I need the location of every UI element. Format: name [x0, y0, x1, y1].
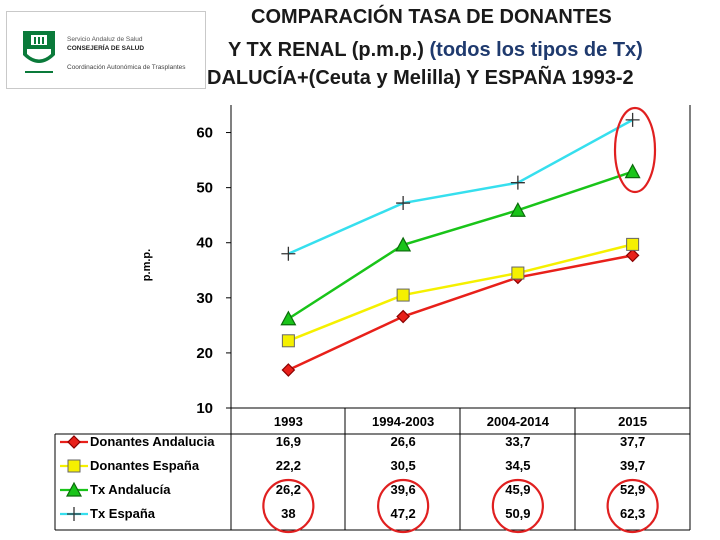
- y-tick-label: 40: [196, 235, 213, 252]
- data-point: [510, 175, 525, 190]
- data-point: [625, 112, 640, 127]
- table-value: 34,5: [505, 458, 530, 473]
- data-point: [626, 237, 640, 251]
- y-tick-label: 20: [196, 345, 213, 362]
- title-line-2: Y TX RENAL (p.m.p.) (todos los tipos de …: [228, 39, 643, 62]
- table-value: 39,7: [620, 458, 645, 473]
- highlight-circle: [262, 478, 315, 534]
- logo-line-servicio: Servicio Andaluz de Salud: [67, 36, 143, 43]
- data-point: [624, 163, 641, 179]
- data-point: [511, 266, 525, 280]
- legend-marker: [67, 459, 81, 473]
- category-label: 1994-2003: [372, 414, 434, 429]
- table-value: 22,2: [276, 458, 301, 473]
- series-line: [287, 118, 634, 255]
- y-tick-label: 50: [196, 180, 213, 197]
- junta-andalucia-logo-icon: [17, 21, 61, 79]
- table-value: 38: [281, 506, 295, 521]
- data-point: [625, 248, 640, 263]
- data-point: [396, 309, 410, 324]
- legend-label: Donantes Andalucia: [90, 434, 215, 449]
- data-point: [396, 288, 410, 302]
- table-value: 30,5: [390, 458, 415, 473]
- legend-label: Tx Andalucía: [90, 482, 171, 497]
- y-tick-label: 30: [196, 290, 213, 307]
- category-label: 2015: [618, 414, 647, 429]
- title-line-3: DALUCÍA+(Ceuta y Melilla) Y ESPAÑA 1993-…: [207, 67, 634, 89]
- highlight-circle-2015: [613, 106, 657, 194]
- y-tick-label: 10: [196, 400, 213, 417]
- legend-label: Donantes España: [90, 458, 200, 473]
- table-value: 45,9: [505, 482, 530, 497]
- table-value: 33,7: [505, 434, 530, 449]
- y-axis-label: p.m.p.: [141, 249, 153, 281]
- title-line-1: COMPARACIÓN TASA DE DONANTES: [251, 6, 612, 28]
- title-line-2-blue: (todos los tipos de Tx): [429, 39, 643, 61]
- logo-line-consejeria: CONSEJERÍA DE SALUD: [67, 45, 145, 52]
- title-line-2-main: Y TX RENAL (p.m.p.): [228, 39, 430, 61]
- legend-marker: [65, 481, 83, 497]
- table-value: 39,6: [390, 482, 415, 497]
- logo-line-coordinacion: Coordinación Autonómica de Trasplantes: [67, 64, 186, 71]
- data-point: [395, 236, 412, 252]
- data-point: [281, 334, 295, 348]
- data-point: [280, 310, 297, 326]
- series-line: [287, 170, 634, 320]
- logo-box: Servicio Andaluz de Salud CONSEJERÍA DE …: [6, 11, 206, 89]
- legend-marker: [67, 507, 81, 521]
- data-point: [281, 363, 296, 377]
- highlight-circle: [491, 478, 544, 534]
- data-point: [396, 196, 411, 211]
- highlight-circle: [606, 478, 659, 534]
- data-point: [509, 201, 526, 217]
- series-line: [287, 254, 633, 372]
- legend-marker: [67, 435, 81, 449]
- table-value: 62,3: [620, 506, 645, 521]
- series-line: [287, 243, 633, 342]
- table-value: 16,9: [276, 434, 301, 449]
- category-label: 1993: [274, 414, 303, 429]
- table-value: 26,6: [390, 434, 415, 449]
- highlight-circle: [377, 478, 430, 534]
- category-label: 2004-2014: [487, 414, 550, 429]
- data-point: [281, 246, 296, 261]
- table-value: 47,2: [390, 506, 415, 521]
- table-value: 37,7: [620, 434, 645, 449]
- legend-label: Tx España: [90, 506, 156, 521]
- table-value: 52,9: [620, 482, 645, 497]
- y-tick-label: 60: [196, 125, 213, 142]
- table-value: 26,2: [276, 482, 301, 497]
- table-value: 50,9: [505, 506, 530, 521]
